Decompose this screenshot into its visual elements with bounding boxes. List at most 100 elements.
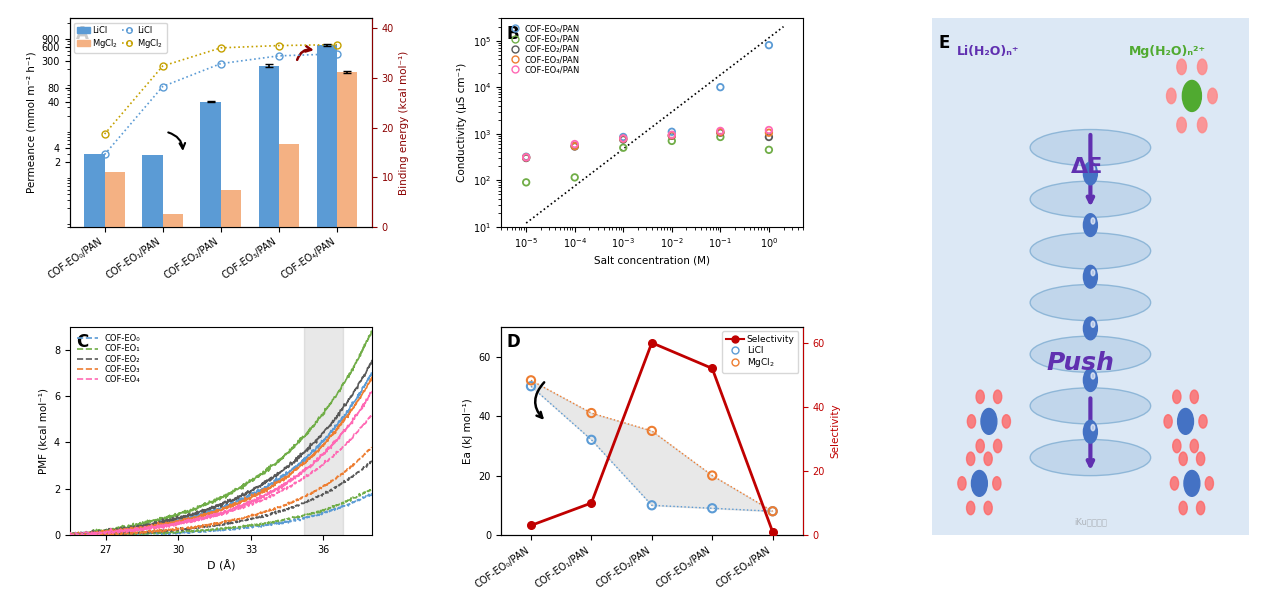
Text: iKu科技制图: iKu科技制图 [1074,518,1107,526]
Circle shape [1207,88,1217,104]
Circle shape [1090,166,1094,172]
X-axis label: Salt concentration (M): Salt concentration (M) [593,256,710,266]
COF-EO₀/PAN [516,152,536,162]
Circle shape [1177,59,1187,74]
Point [521,381,541,391]
COF-EO₂/PAN [564,141,585,151]
Circle shape [1197,59,1207,74]
Point [642,501,662,510]
Point [581,435,601,445]
COF-EO₄/PAN [662,130,682,140]
COF-EO₃/PAN [758,128,779,138]
COF-EO₀/PAN [564,141,585,151]
Bar [104,172,126,615]
Bar [142,155,162,615]
COF-EO₃/PAN [564,141,585,151]
Legend: Selectivity, LiCl, MgCl$_2$: Selectivity, LiCl, MgCl$_2$ [723,331,799,373]
Point [702,503,723,513]
Point [762,506,782,516]
Circle shape [1173,390,1181,403]
COF-EO₃/PAN [710,127,730,137]
COF-EO₂/PAN [516,153,536,163]
Ellipse shape [1030,285,1150,320]
Ellipse shape [1030,181,1150,217]
COF-EO₂/PAN [710,128,730,138]
Circle shape [1167,88,1175,104]
Circle shape [1090,321,1094,327]
Circle shape [976,390,984,403]
Bar [259,66,279,615]
Legend: COF-EO₀/PAN, COF-EO₁/PAN, COF-EO₂/PAN, COF-EO₃/PAN, COF-EO₄/PAN: COF-EO₀/PAN, COF-EO₁/PAN, COF-EO₂/PAN, C… [505,23,582,76]
COF-EO₁/PAN [710,132,730,142]
COF-EO₄/PAN [710,126,730,136]
COF-EO₂/PAN [662,131,682,141]
Circle shape [1083,162,1097,184]
Circle shape [1090,218,1094,224]
Circle shape [981,408,997,434]
Text: E: E [938,34,950,52]
Circle shape [1083,317,1097,339]
COF-EO₄/PAN [614,133,634,143]
Text: ΔE: ΔE [1071,157,1103,178]
COF-EO₄/PAN [758,125,779,135]
Circle shape [1179,501,1187,515]
Circle shape [1205,477,1213,490]
COF-EO₀/PAN [758,40,779,50]
Circle shape [1164,415,1172,428]
COF-EO₄/PAN [564,139,585,149]
COF-EO₂/PAN [614,135,634,145]
Circle shape [994,439,1002,453]
COF-EO₃/PAN [516,153,536,162]
Circle shape [976,439,984,453]
Bar [84,154,104,615]
Circle shape [1197,117,1207,133]
Circle shape [1177,117,1187,133]
Circle shape [1083,266,1097,288]
Circle shape [967,415,975,428]
Y-axis label: PMF (kcal mol⁻¹): PMF (kcal mol⁻¹) [38,388,48,474]
X-axis label: D (Å): D (Å) [207,560,235,572]
Bar [279,143,299,615]
Y-axis label: Binding energy (kcal mol⁻¹): Binding energy (kcal mol⁻¹) [399,50,410,195]
Circle shape [1191,439,1198,453]
Text: Li(H₂O)ₙ⁺: Li(H₂O)ₙ⁺ [957,45,1019,58]
Y-axis label: Permeance (mmol m⁻² h⁻¹): Permeance (mmol m⁻² h⁻¹) [27,52,36,193]
Circle shape [966,501,975,515]
Ellipse shape [1030,130,1150,165]
Circle shape [966,452,975,466]
Bar [221,190,241,615]
Text: C: C [76,333,87,351]
COF-EO₃/PAN [662,130,682,140]
Circle shape [984,452,993,466]
COF-EO₁/PAN [614,143,634,153]
Bar [317,45,337,615]
Ellipse shape [1030,233,1150,269]
Circle shape [1173,439,1181,453]
Circle shape [1197,501,1205,515]
Circle shape [971,470,988,496]
FancyBboxPatch shape [932,18,1249,535]
Y-axis label: Conductivity (μS cm⁻¹): Conductivity (μS cm⁻¹) [456,63,467,182]
Circle shape [1182,81,1201,111]
Text: D: D [507,333,521,351]
Circle shape [1178,408,1193,434]
COF-EO₀/PAN [614,132,634,142]
Point [521,375,541,385]
Circle shape [1083,214,1097,236]
Bar [162,214,183,615]
Ellipse shape [1030,388,1150,424]
COF-EO₂/PAN [758,132,779,142]
Ellipse shape [1030,440,1150,475]
Circle shape [1170,477,1178,490]
Bar [337,72,358,615]
Circle shape [1090,424,1094,430]
COF-EO₁/PAN [516,178,536,188]
Circle shape [1002,415,1011,428]
Circle shape [1083,369,1097,391]
Text: Mg(H₂O)ₙ²⁺: Mg(H₂O)ₙ²⁺ [1129,45,1206,58]
Circle shape [1090,269,1094,276]
Legend: COF-EO₀, COF-EO₁, COF-EO₂, COF-EO₃, COF-EO₄: COF-EO₀, COF-EO₁, COF-EO₂, COF-EO₃, COF-… [74,331,143,387]
Circle shape [1090,373,1094,379]
Circle shape [994,390,1002,403]
Point [762,506,782,516]
